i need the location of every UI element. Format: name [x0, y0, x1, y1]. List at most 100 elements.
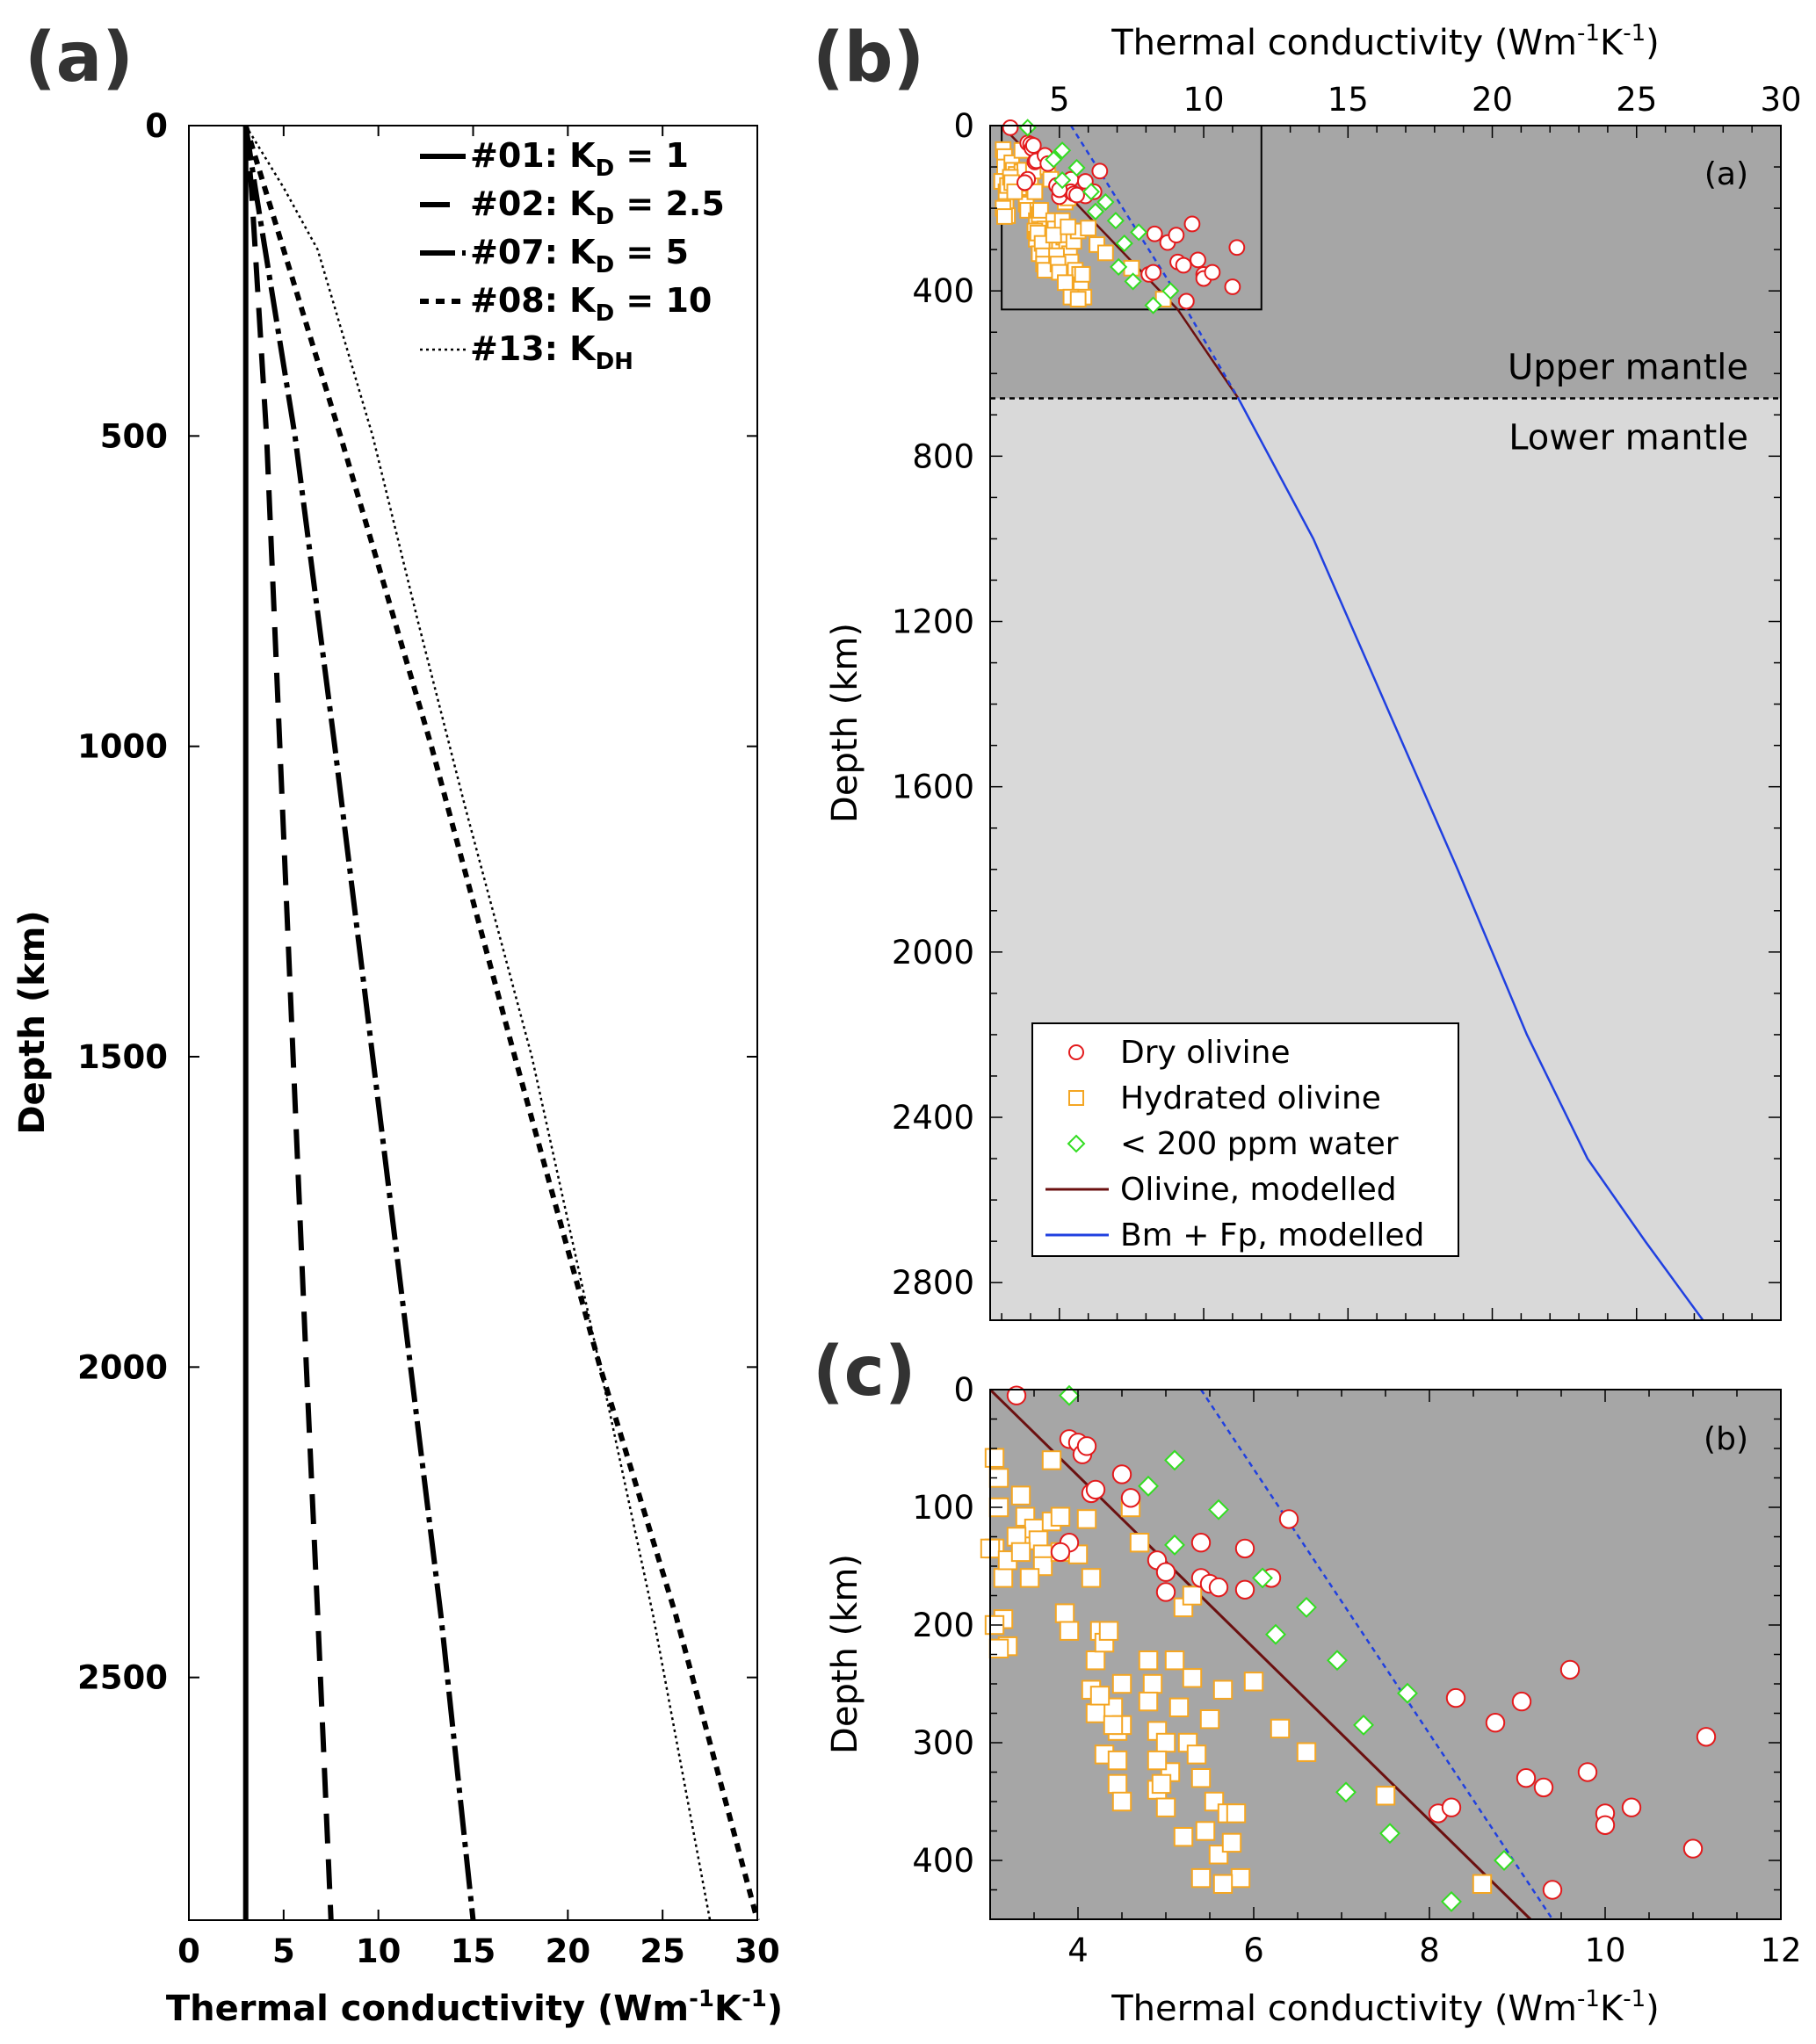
panel-c-lowwater-point	[1494, 1850, 1515, 1871]
legend-text: #13: K	[470, 329, 597, 368]
panel-b-hydrated-point	[1045, 227, 1062, 244]
panel-a-label: (a)	[25, 18, 134, 98]
panel-c-background	[990, 1390, 1781, 1919]
panel-b-dry-point	[1091, 163, 1109, 180]
panel-b-ytick-label: 400	[912, 272, 974, 310]
panel-b-hydrated-point	[1057, 274, 1074, 292]
panel-c-lowwater-point	[1379, 1823, 1400, 1845]
panel-c-hydrated-point	[1111, 1673, 1132, 1694]
panel-a-xtick-label: 10	[356, 1932, 402, 1970]
panel-c-dry-point	[1542, 1880, 1563, 1900]
panel-a-xtick-label: 25	[640, 1932, 685, 1970]
panel-a-ytick-label: 2000	[77, 1348, 168, 1386]
panel-b-lowwater-point	[1110, 257, 1128, 276]
panel-b-lowwater-point	[1124, 272, 1142, 291]
panel-b-lowwater-point	[1086, 202, 1104, 220]
panel-b-dry-point	[1146, 225, 1163, 242]
legend-text: #08: K	[470, 281, 597, 320]
panel-b-model-line-2	[1176, 308, 1240, 400]
panel-b-dry-point	[1168, 227, 1185, 244]
panel-b-lowwater-point	[1067, 158, 1086, 177]
panel-b-dry-point	[1017, 174, 1033, 191]
panel-b-lowwater-point	[1115, 234, 1133, 253]
legend-tail: = 1	[614, 136, 689, 175]
panel-c-dry-point	[1559, 1659, 1581, 1680]
panel-c-ytick-label: 200	[912, 1607, 974, 1644]
legend-subscript: D	[596, 204, 615, 230]
panel-b-x-axis-label-exp1: -1	[1577, 20, 1600, 47]
panel-a-legend-label: #13: KDH	[470, 329, 633, 375]
panel-b-model-line-4	[1237, 397, 1704, 1321]
panel-c-xtick-label: 12	[1760, 1932, 1801, 1969]
panel-a-legend-label: #01: KD = 1	[470, 136, 689, 182]
panel-b-hydrated-point	[1032, 202, 1049, 219]
panel-b-ticks: 5 10 15 20 25 30 0 400 800 1200 1600 2000 2400 2800	[892, 81, 1802, 1320]
legend-hydrated-marker	[1068, 1090, 1084, 1106]
panel-c-hydrated-point	[1089, 1686, 1111, 1706]
panel-c-dry-point	[1595, 1815, 1616, 1836]
panel-c-xtick-label: 4	[1067, 1932, 1089, 1969]
panel-c-hydrated-point	[1103, 1715, 1124, 1736]
panel-a-x-axis-label-exp1: -1	[689, 1986, 714, 2012]
panel-b-x-axis-label: Thermal conductivity (Wm-1K-1)	[1111, 20, 1659, 63]
panel-b-hydrated-point	[1123, 259, 1140, 277]
panel-c-lowwater-point	[1138, 1475, 1159, 1497]
panel-b-dry-point	[1228, 239, 1246, 256]
panel-c-hydrated-point	[1151, 1773, 1172, 1795]
panel-c-lowwater-point	[1265, 1623, 1286, 1645]
panel-b-xtick-label: 15	[1328, 81, 1369, 119]
panel-c-dry-point	[1516, 1768, 1537, 1788]
panel-c-hydrated-point	[1129, 1533, 1150, 1553]
panel-c-hydrated-point	[1230, 1867, 1251, 1889]
panel-c-dry-point	[1621, 1797, 1642, 1817]
panel-b-lowwater-point	[1053, 171, 1072, 190]
panel-b-hydrated-point	[1006, 183, 1024, 200]
panel-c-dry-point	[1076, 1436, 1097, 1456]
panel-a-x-axis-label-end: )	[767, 1989, 783, 2029]
panel-b-ytick-label: 1600	[892, 769, 974, 806]
panel-a-legend-label: #08: KD = 10	[470, 281, 712, 327]
panel-c-x-axis-label-exp1: -1	[1577, 1986, 1600, 2012]
panel-c-xtick-label: 8	[1419, 1932, 1440, 1969]
upper-mantle-label: Upper mantle	[1508, 347, 1748, 387]
panel-c-dry-point	[1533, 1777, 1554, 1798]
panel-c-y-axis-label: Depth (km)	[825, 1554, 865, 1754]
panel-b-xtick-label: 30	[1760, 81, 1801, 119]
panel-a-xtick-label: 30	[734, 1932, 780, 1970]
panel-c-dry-point	[1050, 1542, 1071, 1563]
panel-c-ytick-label: 100	[912, 1489, 974, 1527]
panel-c-hydrated-point	[1221, 1832, 1242, 1853]
panel-c-series	[988, 1388, 1554, 1921]
panel-c-hydrated-point	[1081, 1568, 1102, 1588]
panel-c-hydrated-point	[1190, 1867, 1212, 1889]
panel-b-hydrated-point	[1080, 220, 1097, 237]
panel-c-lowwater-point	[1059, 1384, 1080, 1406]
panel-b-lowwater-point	[1130, 223, 1148, 242]
panel-c-dry-point	[1682, 1838, 1704, 1859]
panel-c-dry-point	[1696, 1727, 1717, 1747]
panel-c-hydrated-point	[984, 1448, 1005, 1468]
panel-c-dry-point	[1278, 1509, 1299, 1529]
panel-b-legend-label: Hydrated olivine	[1120, 1080, 1381, 1116]
panel-c-lowwater-point	[1327, 1650, 1348, 1672]
panel-c-hydrated-point	[1212, 1874, 1234, 1895]
panel-c-dry-point	[1006, 1385, 1027, 1405]
panel-c-hydrated-point	[1173, 1827, 1194, 1847]
panel-b-hydrated-point	[1069, 291, 1087, 307]
panel-c-dry-point	[1445, 1687, 1466, 1708]
panel-c-lowwater-point	[1441, 1890, 1462, 1912]
panel-c-hydrated-point	[1107, 1750, 1128, 1771]
panel-c-dry-point	[1085, 1479, 1106, 1500]
panel-b-ytick-label: 800	[912, 437, 974, 475]
panel-c-hydrated-point	[1186, 1744, 1207, 1765]
panel-c-dry-point	[1234, 1579, 1255, 1600]
panel-c-x-axis-label-mid: K	[1600, 1989, 1624, 2029]
panel-c-hydrated-point	[1085, 1703, 1106, 1723]
panel-c-lowwater-point	[1335, 1781, 1357, 1803]
panel-c-hydrated-point	[1111, 1791, 1132, 1812]
panel-a-ytick-label: 1000	[77, 728, 168, 766]
panel-c-hydrated-point	[1472, 1874, 1493, 1895]
panel-a-legend-label: #07: KD = 5	[470, 233, 689, 278]
panel-c-hydrated-point	[1076, 1509, 1097, 1529]
panel-c-hydrated-point	[1138, 1691, 1159, 1712]
